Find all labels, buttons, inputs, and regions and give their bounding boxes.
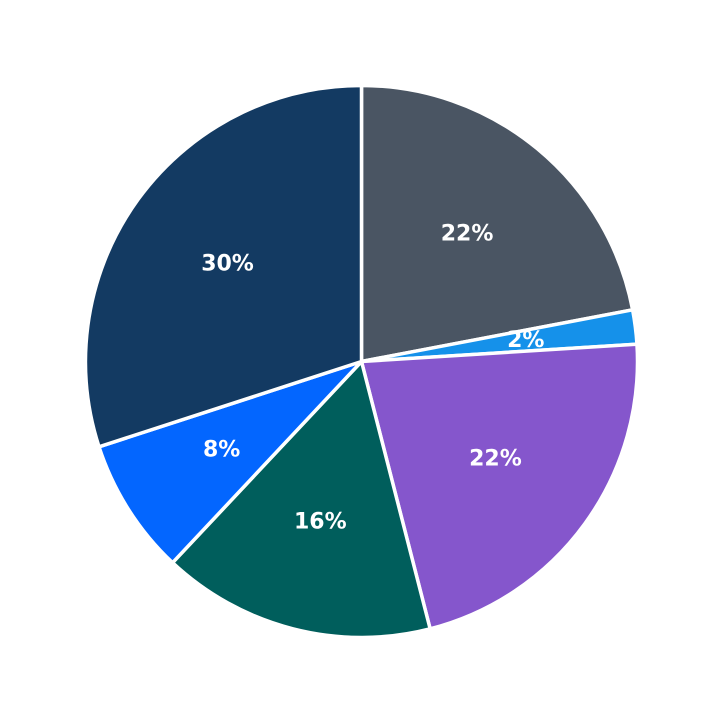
pie-slice-2 bbox=[359, 342, 640, 631]
pie-slice-3 bbox=[170, 359, 432, 640]
pie-slice-label-0: 22% bbox=[441, 221, 494, 246]
pie-slice-5 bbox=[83, 83, 364, 449]
slices-layer bbox=[83, 83, 640, 640]
pie-slice-label-1: 2% bbox=[507, 328, 544, 353]
pie-slice-label-5: 30% bbox=[201, 252, 254, 277]
pie-slice-label-4: 8% bbox=[203, 438, 240, 463]
pie-slice-0 bbox=[359, 83, 635, 364]
pie-slice-label-2: 22% bbox=[469, 446, 522, 471]
labels-layer: 22% 2% 22% 16% 8% 30% bbox=[201, 221, 544, 534]
pie-slice-label-3: 16% bbox=[294, 509, 347, 534]
pie-slice-4 bbox=[97, 359, 364, 565]
